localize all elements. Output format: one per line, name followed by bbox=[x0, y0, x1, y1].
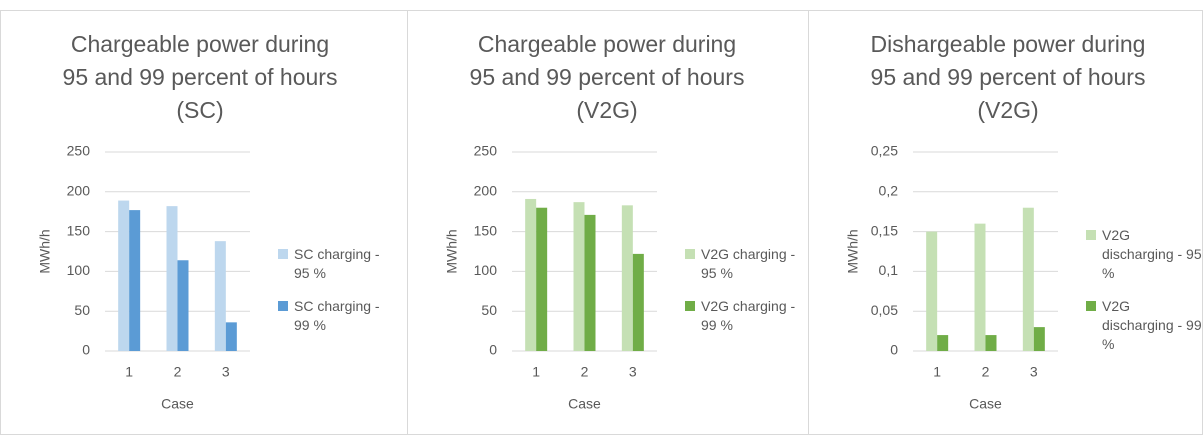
bar bbox=[525, 198, 537, 351]
x-axis-label: Case bbox=[161, 396, 194, 412]
x-tick-label: 3 bbox=[629, 364, 637, 380]
y-tick-label: 0,1 bbox=[879, 262, 899, 278]
y-tick-label: 250 bbox=[67, 143, 91, 159]
chart-title: Dishargeable power during 95 and 99 perc… bbox=[870, 31, 1146, 123]
bar bbox=[621, 205, 633, 351]
y-tick-label: 0,15 bbox=[871, 222, 898, 238]
legend-swatch bbox=[685, 249, 695, 259]
y-tick-label: 0 bbox=[82, 342, 90, 358]
bar bbox=[118, 200, 130, 351]
legend-box: V2G discharging - 95 % V2G discharging - … bbox=[1086, 200, 1203, 380]
y-tick-label: 150 bbox=[474, 222, 498, 238]
bar bbox=[1022, 207, 1034, 351]
legend-label: SC charging - 95 % bbox=[294, 246, 380, 281]
bar bbox=[166, 206, 178, 351]
title-box: Chargeable power during 95 and 99 percen… bbox=[62, 31, 338, 123]
x-tick-label: 3 bbox=[1030, 364, 1038, 380]
x-axis-label: Case bbox=[969, 396, 1002, 412]
legend-item: V2G charging - 99 % bbox=[685, 297, 803, 335]
legend-item: V2G charging - 95 % bbox=[685, 245, 803, 283]
y-axis-label: MWh/h bbox=[845, 229, 861, 273]
x-tick-label: 2 bbox=[174, 364, 182, 380]
y-tick-label: 200 bbox=[67, 183, 91, 199]
x-tick-label: 1 bbox=[532, 364, 540, 380]
x-tick-label: 1 bbox=[933, 364, 941, 380]
bar bbox=[177, 260, 189, 351]
bar bbox=[225, 322, 237, 351]
legend-label: V2G charging - 95 % bbox=[701, 246, 796, 281]
x-tick-label: 1 bbox=[125, 364, 133, 380]
legend-swatch bbox=[278, 249, 288, 259]
y-axis-label: MWh/h bbox=[37, 229, 53, 273]
legend: V2G discharging - 95 % V2G discharging - … bbox=[1086, 200, 1203, 380]
bar bbox=[584, 214, 596, 351]
legend-swatch bbox=[685, 301, 695, 311]
y-tick-label: 250 bbox=[474, 143, 498, 159]
title-box: Chargeable power during 95 and 99 percen… bbox=[469, 31, 745, 123]
y-tick-label: 200 bbox=[474, 183, 498, 199]
legend-label: V2G discharging - 99 % bbox=[1102, 298, 1202, 352]
y-tick-label: 0,05 bbox=[871, 302, 898, 318]
y-tick-label: 0 bbox=[489, 342, 497, 358]
y-tick-label: 0,25 bbox=[871, 143, 898, 159]
title-box: Dishargeable power during 95 and 99 perc… bbox=[870, 31, 1146, 123]
legend: SC charging - 95 % SC charging - 99 % bbox=[278, 200, 396, 380]
bar bbox=[129, 210, 141, 351]
y-tick-label: 50 bbox=[481, 302, 497, 318]
legend-box: V2G charging - 95 % V2G charging - 99 % bbox=[685, 200, 803, 380]
x-tick-label: 2 bbox=[982, 364, 990, 380]
legend-swatch bbox=[1086, 301, 1096, 311]
bar bbox=[632, 253, 644, 351]
bar bbox=[536, 207, 548, 351]
legend-item: V2G discharging - 99 % bbox=[1086, 297, 1203, 354]
x-axis-label: Case bbox=[568, 396, 601, 412]
legend-item: SC charging - 99 % bbox=[278, 297, 396, 335]
y-tick-label: 100 bbox=[474, 262, 498, 278]
chart-title: Chargeable power during 95 and 99 percen… bbox=[469, 31, 745, 123]
y-axis-label: MWh/h bbox=[444, 229, 460, 273]
legend-label: V2G discharging - 95 % bbox=[1102, 227, 1202, 281]
y-tick-label: 0,2 bbox=[879, 183, 899, 199]
bar bbox=[937, 335, 949, 351]
legend: V2G charging - 95 % V2G charging - 99 % bbox=[685, 200, 803, 380]
legend-item: V2G discharging - 95 % bbox=[1086, 226, 1203, 283]
legend-label: SC charging - 99 % bbox=[294, 298, 380, 333]
legend-label: V2G charging - 99 % bbox=[701, 298, 796, 333]
y-tick-label: 0 bbox=[890, 342, 898, 358]
bar bbox=[985, 335, 997, 351]
chart-title: Chargeable power during 95 and 99 percen… bbox=[62, 31, 338, 123]
bar bbox=[926, 231, 938, 351]
y-tick-label: 100 bbox=[67, 262, 91, 278]
bar bbox=[974, 223, 986, 351]
bar bbox=[1033, 327, 1045, 351]
y-tick-label: 50 bbox=[74, 302, 90, 318]
legend-swatch bbox=[1086, 230, 1096, 240]
legend-swatch bbox=[278, 301, 288, 311]
y-tick-label: 150 bbox=[67, 222, 91, 238]
bar bbox=[214, 241, 226, 351]
x-tick-label: 2 bbox=[581, 364, 589, 380]
bar bbox=[573, 202, 585, 351]
x-tick-label: 3 bbox=[222, 364, 230, 380]
legend-item: SC charging - 95 % bbox=[278, 245, 396, 283]
legend-box: SC charging - 95 % SC charging - 99 % bbox=[278, 200, 396, 380]
